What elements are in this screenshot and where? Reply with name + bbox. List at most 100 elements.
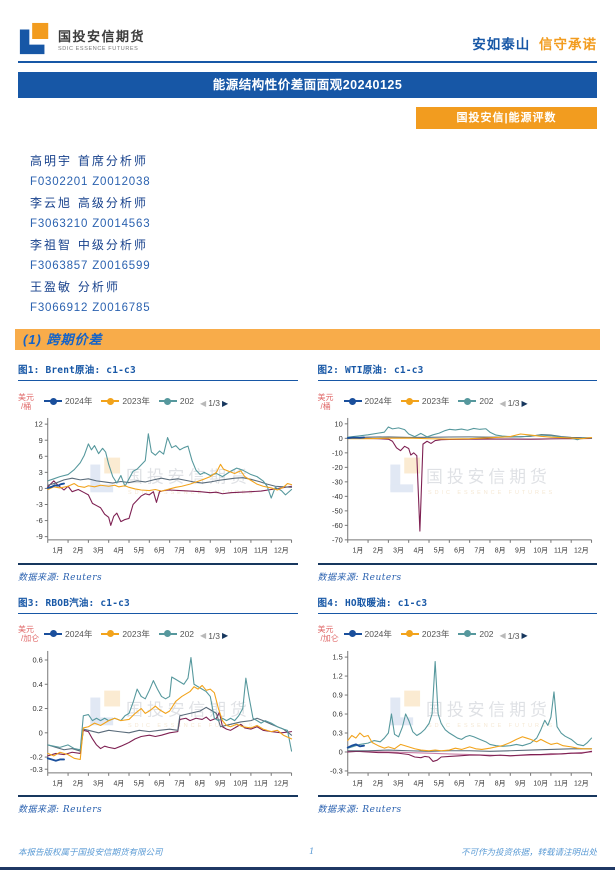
analyst-name: 高明宇 首席分析师 xyxy=(30,154,148,168)
chart-legend: 美元/加仑 2024年 2023年 202 ◀ 1/3 ▶ xyxy=(318,625,598,644)
legend-next-icon[interactable]: ▶ xyxy=(521,398,528,408)
svg-text:8月: 8月 xyxy=(494,779,505,787)
svg-text:-30: -30 xyxy=(332,477,343,486)
svg-text:9月: 9月 xyxy=(215,547,226,555)
legend-prev-icon[interactable]: ◀ xyxy=(200,631,207,641)
svg-text:5月: 5月 xyxy=(134,547,145,555)
legend-next-icon[interactable]: ▶ xyxy=(521,631,528,641)
chart-title: 图2: WTI原油: c1-c3 xyxy=(317,362,597,381)
legend-prev-icon[interactable]: ◀ xyxy=(499,398,506,408)
legend-item: 202 xyxy=(458,628,494,639)
svg-text:0: 0 xyxy=(338,434,342,443)
svg-text:4月: 4月 xyxy=(413,547,424,555)
svg-text:5月: 5月 xyxy=(134,779,145,787)
svg-text:2月: 2月 xyxy=(372,779,383,787)
legend-pager: ◀ 1/3 ▶ xyxy=(500,398,528,408)
legend-next-icon[interactable]: ▶ xyxy=(222,631,229,641)
svg-text:-40: -40 xyxy=(332,492,343,501)
company-brand: 国投安信期货 SDIC ESSENCE FUTURES xyxy=(18,22,145,56)
chart-plot: 国投安信期货 SDIC ESSENCE FUTURES 1.5 1.2 0.9 0.6 0.… xyxy=(329,650,592,787)
svg-text:-50: -50 xyxy=(332,506,343,515)
legend-prev-icon[interactable]: ◀ xyxy=(200,398,207,408)
legend-next-icon[interactable]: ▶ xyxy=(222,398,229,408)
svg-text:1月: 1月 xyxy=(53,547,64,555)
svg-text:3月: 3月 xyxy=(393,547,404,555)
svg-text:5月: 5月 xyxy=(433,547,444,555)
legend-item-label: 202 xyxy=(179,628,195,639)
analyst-list: 高明宇 首席分析师 F0302201 Z0012038 李云旭 高级分析师 F3… xyxy=(18,151,597,319)
legend-page-indicator: 1/3 xyxy=(507,398,520,408)
chart-card: 图4: HO取暖油: c1-c3 美元/加仑 2024年 2023年 202 ◀ 1… xyxy=(317,595,598,815)
svg-text:7月: 7月 xyxy=(474,779,485,787)
svg-text:6月: 6月 xyxy=(154,779,165,787)
svg-text:-6: -6 xyxy=(36,516,43,525)
legend-item-label: 2023年 xyxy=(122,628,150,639)
legend-item: 2023年 xyxy=(101,628,150,640)
svg-text:11月: 11月 xyxy=(554,779,568,787)
legend-item-label: 2023年 xyxy=(421,396,450,406)
svg-text:国投安信期货: 国投安信期货 xyxy=(126,700,251,719)
slogan-blue: 安如泰山 xyxy=(472,37,531,52)
svg-text:12月: 12月 xyxy=(274,779,289,787)
svg-text:1月: 1月 xyxy=(352,779,363,787)
svg-text:2月: 2月 xyxy=(372,547,383,555)
analyst-name: 王盈敏 分析师 xyxy=(30,280,120,294)
svg-text:9月: 9月 xyxy=(515,779,526,787)
footer-copyright: 本报告版权属于国投安信期货有限公司 xyxy=(18,848,163,858)
svg-text:0: 0 xyxy=(39,484,43,493)
svg-text:-0.3: -0.3 xyxy=(329,766,342,775)
legend-item-label: 2024年 xyxy=(65,396,93,406)
y-axis-unit-label: 美元/桶 xyxy=(317,392,334,411)
svg-text:-9: -9 xyxy=(36,532,43,541)
svg-text:-10: -10 xyxy=(332,448,343,457)
analyst-code: F0302201 Z0012038 xyxy=(30,176,151,188)
charts-grid: 图1: Brent原油: c1-c3 美元/桶 2024年 2023年 202 ◀ … xyxy=(18,362,597,815)
legend-item: 2023年 xyxy=(400,628,449,640)
svg-text:0.6: 0.6 xyxy=(32,655,42,664)
chart-plot: 国投安信期货 SDIC ESSENCE FUTURES 10 0 -10 -20 -30 -4… xyxy=(332,417,592,555)
slogan-orange: 信守承诺 xyxy=(539,37,597,52)
svg-text:0.6: 0.6 xyxy=(332,709,342,718)
legend-item-label: 2023年 xyxy=(122,396,150,406)
svg-text:-0.2: -0.2 xyxy=(30,752,43,761)
svg-text:2月: 2月 xyxy=(73,779,84,787)
analyst-name: 李祖智 中级分析师 xyxy=(30,238,148,252)
legend-prev-icon[interactable]: ◀ xyxy=(499,631,506,641)
company-logo-icon xyxy=(19,22,49,55)
page-number: 1 xyxy=(309,847,315,857)
legend-pager: ◀ 1/3 ▶ xyxy=(200,631,228,641)
svg-text:12月: 12月 xyxy=(574,547,589,555)
svg-text:10月: 10月 xyxy=(533,779,548,787)
y-axis-unit-label: 美元/加仑 xyxy=(18,625,40,644)
chart-plot: 国投安信期货 SDIC ESSENCE FUTURES 0.6 0.4 0.2 0 -0.2… xyxy=(30,650,293,787)
svg-text:7月: 7月 xyxy=(474,547,485,555)
svg-text:6月: 6月 xyxy=(454,547,465,555)
svg-text:-3: -3 xyxy=(36,500,43,509)
svg-text:11月: 11月 xyxy=(254,547,268,555)
legend-item-label: 2024年 xyxy=(364,396,392,406)
legend-item-label: 202 xyxy=(479,628,494,639)
svg-text:3月: 3月 xyxy=(93,779,104,787)
analyst-code: F3063857 Z0016599 xyxy=(30,260,151,272)
legend-item: 2023年 xyxy=(101,395,150,407)
legend-page-indicator: 1/3 xyxy=(507,630,520,641)
company-slogan: 安如泰山 信守承诺 xyxy=(472,33,597,56)
chart-card: 图1: Brent原油: c1-c3 美元/桶 2024年 2023年 202 ◀ … xyxy=(18,362,298,583)
svg-text:-20: -20 xyxy=(332,463,343,472)
svg-text:0.9: 0.9 xyxy=(332,690,342,699)
analyst-entry: 李云旭 高级分析师 F3063210 Z0014563 xyxy=(30,193,597,235)
svg-text:11月: 11月 xyxy=(554,547,568,555)
analyst-entry: 李祖智 中级分析师 F3063857 Z0016599 xyxy=(30,235,597,277)
legend-item: 2023年 xyxy=(400,395,450,407)
svg-text:SDIC ESSENCE FUTURES: SDIC ESSENCE FUTURES xyxy=(128,723,255,729)
data-source-label: 数据来源: Reuters xyxy=(18,805,103,816)
section-header: (1) 跨期价差 xyxy=(15,329,600,350)
analyst-entry: 高明宇 首席分析师 F0302201 Z0012038 xyxy=(30,151,597,193)
legend-page-indicator: 1/3 xyxy=(208,398,221,408)
svg-text:3月: 3月 xyxy=(93,547,104,555)
legend-item: 2024年 xyxy=(343,628,392,640)
svg-text:10: 10 xyxy=(334,419,342,428)
svg-text:SDIC ESSENCE FUTURES: SDIC ESSENCE FUTURES xyxy=(128,490,255,496)
svg-text:0.2: 0.2 xyxy=(32,704,42,713)
